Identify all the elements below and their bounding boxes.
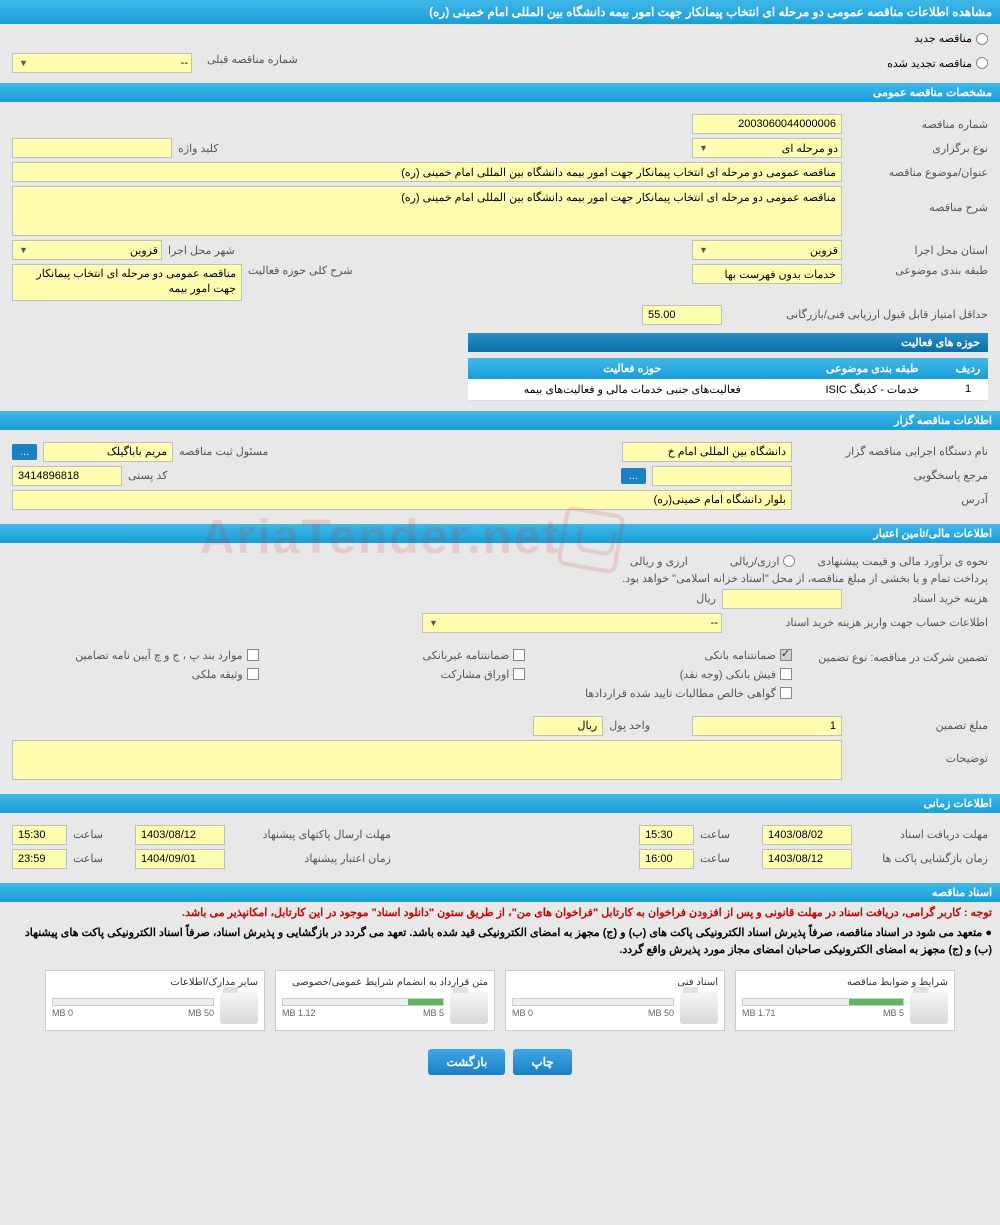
city-select[interactable]: قزوین▼ [12, 240, 162, 260]
unit-label: واحد پول [609, 719, 650, 732]
fee-label: هزینه خرید اسناد [848, 592, 988, 605]
currency-radio[interactable]: ارزی/ریالی [730, 555, 796, 568]
cb-reg-cases[interactable]: موارد بند پ ، ج و چ آیین نامه تضامین [12, 649, 259, 662]
guarantee-intro: تضمین شرکت در مناقصه: نوع تضمین [798, 649, 988, 664]
validity-date[interactable]: 1404/09/01 [135, 849, 225, 869]
province-label: استان محل اجرا [848, 244, 988, 257]
prev-tender-label: شماره مناقصه قبلی [207, 53, 298, 73]
section-tenderer: اطلاعات مناقصه گزار [0, 411, 1000, 430]
folder-icon [680, 992, 718, 1024]
account-select[interactable]: --▼ [422, 613, 722, 633]
radio-new-label: مناقصه جدید [914, 32, 972, 45]
submit-label: مهلت ارسال پاکتهای پیشنهاد [231, 828, 391, 841]
activity-table-title: حوزه های فعالیت [468, 333, 988, 352]
currency-value: ارزی و ریالی [630, 555, 688, 568]
org-field: دانشگاه بین المللی امام خ [622, 442, 792, 462]
type-label: نوع برگزاری [848, 142, 988, 155]
desc-field[interactable]: مناقصه عمومی دو مرحله ای انتخاب پیمانکار… [12, 186, 842, 236]
receive-time[interactable]: 15:30 [639, 825, 694, 845]
ref-label: مرجع پاسخگویی [798, 469, 988, 482]
reg-field: مریم باباگیلک [43, 442, 173, 462]
file-card[interactable]: متن قرارداد به انضمام شرایط عمومی/خصوصی … [275, 970, 495, 1031]
account-label: اطلاعات حساب جهت واریز هزینه خرید اسناد [728, 616, 988, 629]
page-title: مشاهده اطلاعات مناقصه عمومی دو مرحله ای … [0, 0, 1000, 24]
ref-browse-button[interactable]: ... [621, 468, 646, 484]
prev-tender-select[interactable]: --▼ [12, 53, 192, 73]
cb-nonbank-guarantee[interactable]: ضمانتنامه غیربانکی [279, 649, 526, 662]
treasury-note: پرداخت تمام و یا بخشی از مبلغ مناقصه، از… [622, 572, 988, 585]
cb-receivables[interactable]: گواهی خالص مطالبات تایید شده قراردادها [545, 687, 792, 700]
receive-label: مهلت دریافت اسناد [858, 828, 988, 841]
folder-icon [450, 992, 488, 1024]
unit-field: ریال [533, 716, 603, 736]
province-select[interactable]: قزوین▼ [692, 240, 842, 260]
number-label: شماره مناقصه [848, 118, 988, 131]
category-label: طبقه بندی موضوعی [848, 264, 988, 277]
estimate-label: نحوه ی برآورد مالی و قیمت پیشنهادی [817, 555, 988, 568]
col-row: ردیف [948, 358, 988, 379]
radio-renewed[interactable]: مناقصه تجدید شده [887, 53, 988, 73]
section-financial: اطلاعات مالی/تامین اعتبار [0, 524, 1000, 543]
activity-field: مناقصه عمومی دو مرحله ای انتخاب پیمانکار… [12, 264, 242, 301]
title-field[interactable]: مناقصه عمومی دو مرحله ای انتخاب پیمانکار… [12, 162, 842, 182]
fee-unit: ریال [696, 592, 716, 605]
file-card[interactable]: سایر مدارک/اطلاعات 50 MB0 MB [45, 970, 265, 1031]
activity-table: ردیف طبقه بندی موضوعی حوزه فعالیت 1 خدما… [468, 358, 988, 401]
cb-bank-guarantee[interactable]: ضمانتنامه بانکی [545, 649, 792, 662]
type-select[interactable]: دو مرحله ای▼ [692, 138, 842, 158]
validity-time[interactable]: 23:59 [12, 849, 67, 869]
validity-label: زمان اعتبار پیشنهاد [231, 852, 391, 865]
reg-browse-button[interactable]: ... [12, 444, 37, 460]
section-docs: اسناد مناقصه [0, 883, 1000, 902]
submit-date[interactable]: 1403/08/12 [135, 825, 225, 845]
notes-field[interactable] [12, 740, 842, 780]
amount-field[interactable]: 1 [692, 716, 842, 736]
radio-renewed-label: مناقصه تجدید شده [887, 57, 972, 70]
folder-icon [220, 992, 258, 1024]
print-button[interactable]: چاپ [513, 1049, 571, 1075]
notice-red: توجه : کاربر گرامی، دریافت اسناد در مهلت… [0, 902, 1000, 923]
number-field: 2003060044000006 [692, 114, 842, 134]
postal-label: کد پستی [128, 469, 167, 482]
receive-time-label: ساعت [700, 828, 730, 841]
back-button[interactable]: بازگشت [428, 1049, 505, 1075]
address-label: آدرس [798, 493, 988, 506]
notice-black: ● متعهد می شود در اسناد مناقصه، صرفاً پذ… [0, 923, 1000, 962]
category-field: خدمات بدون فهرست بها [692, 264, 842, 284]
fee-field[interactable] [722, 589, 842, 609]
receive-date[interactable]: 1403/08/02 [762, 825, 852, 845]
city-label: شهر محل اجرا [168, 244, 235, 257]
cb-property[interactable]: وثیقه ملکی [12, 668, 259, 681]
minscore-field[interactable]: 55.00 [642, 305, 722, 325]
col-activity: حوزه فعالیت [468, 358, 797, 379]
reg-label: مسئول ثبت مناقصه [179, 445, 268, 458]
ref-field [652, 466, 792, 486]
file-card[interactable]: اسناد فنی 50 MB0 MB [505, 970, 725, 1031]
notes-label: توضیحات [848, 740, 988, 765]
col-category: طبقه بندی موضوعی [797, 358, 948, 379]
table-row: 1 خدمات - کدینگ ISIC فعالیت‌های جنبی خدم… [468, 379, 988, 401]
postal-field: 3414896818 [12, 466, 122, 486]
keyword-label: کلید واژه [178, 142, 218, 155]
amount-label: مبلغ تضمین [848, 719, 988, 732]
org-label: نام دستگاه اجرایی مناقصه گزار [798, 445, 988, 458]
submit-time[interactable]: 15:30 [12, 825, 67, 845]
section-general: مشخصات مناقصه عمومی [0, 83, 1000, 102]
section-timing: اطلاعات زمانی [0, 794, 1000, 813]
open-label: زمان بازگشایی پاکت ها [858, 852, 988, 865]
activity-label: شرح کلی حوزه فعالیت [248, 264, 353, 277]
cb-bonds[interactable]: اوراق مشارکت [279, 668, 526, 681]
open-time[interactable]: 16:00 [639, 849, 694, 869]
file-card[interactable]: شرایط و ضوابط مناقصه 5 MB1.71 MB [735, 970, 955, 1031]
folder-icon [910, 992, 948, 1024]
minscore-label: حداقل امتیاز قابل قبول ارزیابی فنی/بازرگ… [728, 308, 988, 321]
radio-new[interactable]: مناقصه جدید [914, 32, 988, 45]
desc-label: شرح مناقصه [848, 186, 988, 214]
keyword-field[interactable] [12, 138, 172, 158]
open-date[interactable]: 1403/08/12 [762, 849, 852, 869]
address-field: بلوار دانشگاه امام خمینی(ره) [12, 490, 792, 510]
cb-bank-receipt[interactable]: فیش بانکی (وجه نقد) [545, 668, 792, 681]
title-label: عنوان/موضوع مناقصه [848, 166, 988, 179]
